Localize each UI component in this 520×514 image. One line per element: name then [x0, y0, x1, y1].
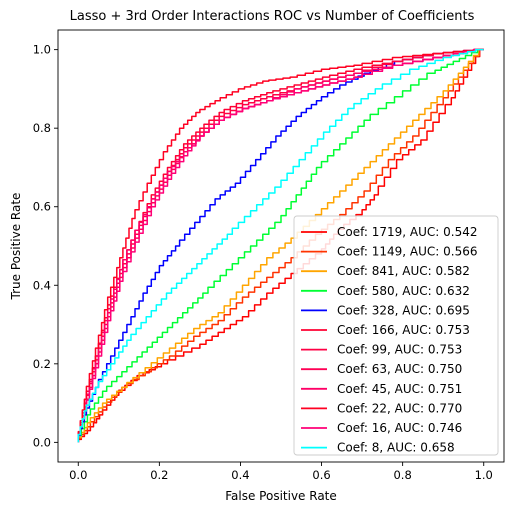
roc-curve-3 — [77, 48, 484, 443]
legend-entry-7: Coef: 63, AUC: 0.750 — [337, 362, 462, 376]
legend-entry-4: Coef: 328, AUC: 0.695 — [337, 303, 470, 317]
roc-curve-2 — [77, 48, 484, 443]
y-tick-label-0: 0.0 — [33, 435, 51, 449]
x-tick-label-4: 0.8 — [393, 468, 411, 482]
roc-curve-0 — [77, 48, 484, 443]
roc-curves — [77, 48, 484, 443]
legend-entry-10: Coef: 16, AUC: 0.746 — [337, 421, 462, 435]
y-axis-ticks: 0.0 0.2 0.4 0.6 0.8 1.0 — [33, 43, 58, 449]
y-tick-label-2: 0.4 — [33, 278, 51, 292]
legend-entry-8: Coef: 45, AUC: 0.751 — [337, 382, 462, 396]
x-tick-label-0: 0.0 — [69, 468, 87, 482]
x-axis-ticks: 0.0 0.2 0.4 0.6 0.8 1.0 — [69, 462, 493, 482]
legend-frame — [293, 215, 499, 456]
x-tick-label-3: 0.6 — [312, 468, 330, 482]
legend-entry-1: Coef: 1149, AUC: 0.566 — [337, 245, 478, 259]
legend-entry-6: Coef: 99, AUC: 0.753 — [337, 343, 462, 357]
y-tick-label-5: 1.0 — [33, 43, 51, 57]
roc-curve-10 — [77, 48, 484, 443]
plot-area — [57, 29, 505, 463]
legend-entry-2: Coef: 841, AUC: 0.582 — [337, 264, 470, 278]
legend-entry-9: Coef: 22, AUC: 0.770 — [337, 401, 462, 415]
y-tick-label-1: 0.2 — [33, 357, 51, 371]
x-tick-label-1: 0.2 — [150, 468, 168, 482]
y-axis-label: True Positive Rate — [9, 193, 23, 301]
axes-frame — [57, 29, 505, 463]
legend-entry-0: Coef: 1719, AUC: 0.542 — [337, 225, 478, 239]
roc-curve-11 — [77, 48, 484, 443]
x-axis-label: False Positive Rate — [225, 489, 337, 503]
chart-title: Lasso + 3rd Order Interactions ROC vs Nu… — [70, 9, 475, 24]
legend-entry-11: Coef: 8, AUC: 0.658 — [337, 441, 455, 455]
y-tick-label-4: 0.8 — [33, 121, 51, 135]
y-tick-label-3: 0.6 — [33, 200, 51, 214]
legend-entry-5: Coef: 166, AUC: 0.753 — [337, 323, 470, 337]
x-tick-label-5: 1.0 — [475, 468, 493, 482]
x-tick-label-2: 0.4 — [231, 468, 249, 482]
legend: Coef: 1719, AUC: 0.542 Coef: 1149, AUC: 0… — [293, 215, 499, 456]
legend-entry-3: Coef: 580, AUC: 0.632 — [337, 284, 470, 298]
roc-curve-9 — [77, 48, 484, 443]
